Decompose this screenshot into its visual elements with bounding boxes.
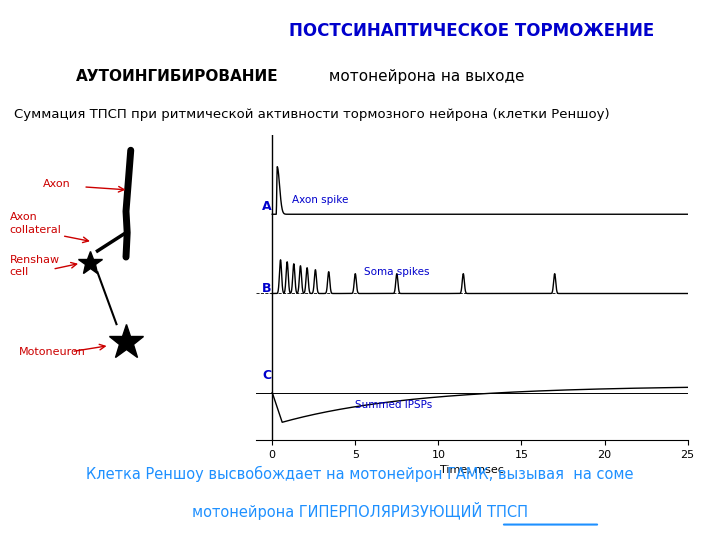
Text: Summed IPSPs: Summed IPSPs: [355, 400, 433, 410]
X-axis label: Time, msec: Time, msec: [440, 465, 503, 475]
Text: C: C: [262, 369, 271, 382]
Text: Motoneuron: Motoneuron: [19, 347, 86, 357]
Text: Renshaw
cell: Renshaw cell: [9, 255, 60, 278]
Text: B: B: [262, 281, 271, 294]
Text: Суммация ТПСП при ритмической активности тормозного нейрона (клетки Реншоу): Суммация ТПСП при ритмической активности…: [14, 108, 610, 121]
Text: АУТОИНГИБИРОВАНИЕ: АУТОИНГИБИРОВАНИЕ: [76, 69, 279, 84]
Text: Axon spike: Axon spike: [292, 195, 348, 205]
Text: Клетка Реншоу высвобождает на мотонейрон ГАМК, вызывая  на соме: Клетка Реншоу высвобождает на мотонейрон…: [86, 466, 634, 482]
Text: мотонейрона ГИПЕРПОЛЯРИЗУЮЩИЙ ТПСП: мотонейрона ГИПЕРПОЛЯРИЗУЮЩИЙ ТПСП: [192, 502, 528, 520]
Text: A: A: [262, 200, 272, 213]
Text: Soma spikes: Soma spikes: [364, 267, 429, 276]
Text: Axon: Axon: [43, 179, 71, 189]
Text: мотонейрона на выходе: мотонейрона на выходе: [324, 69, 524, 84]
Text: ПОСТСИНАПТИЧЕСКОЕ ТОРМОЖЕНИЕ: ПОСТСИНАПТИЧЕСКОЕ ТОРМОЖЕНИЕ: [289, 22, 654, 40]
Text: Axon
collateral: Axon collateral: [9, 212, 61, 235]
